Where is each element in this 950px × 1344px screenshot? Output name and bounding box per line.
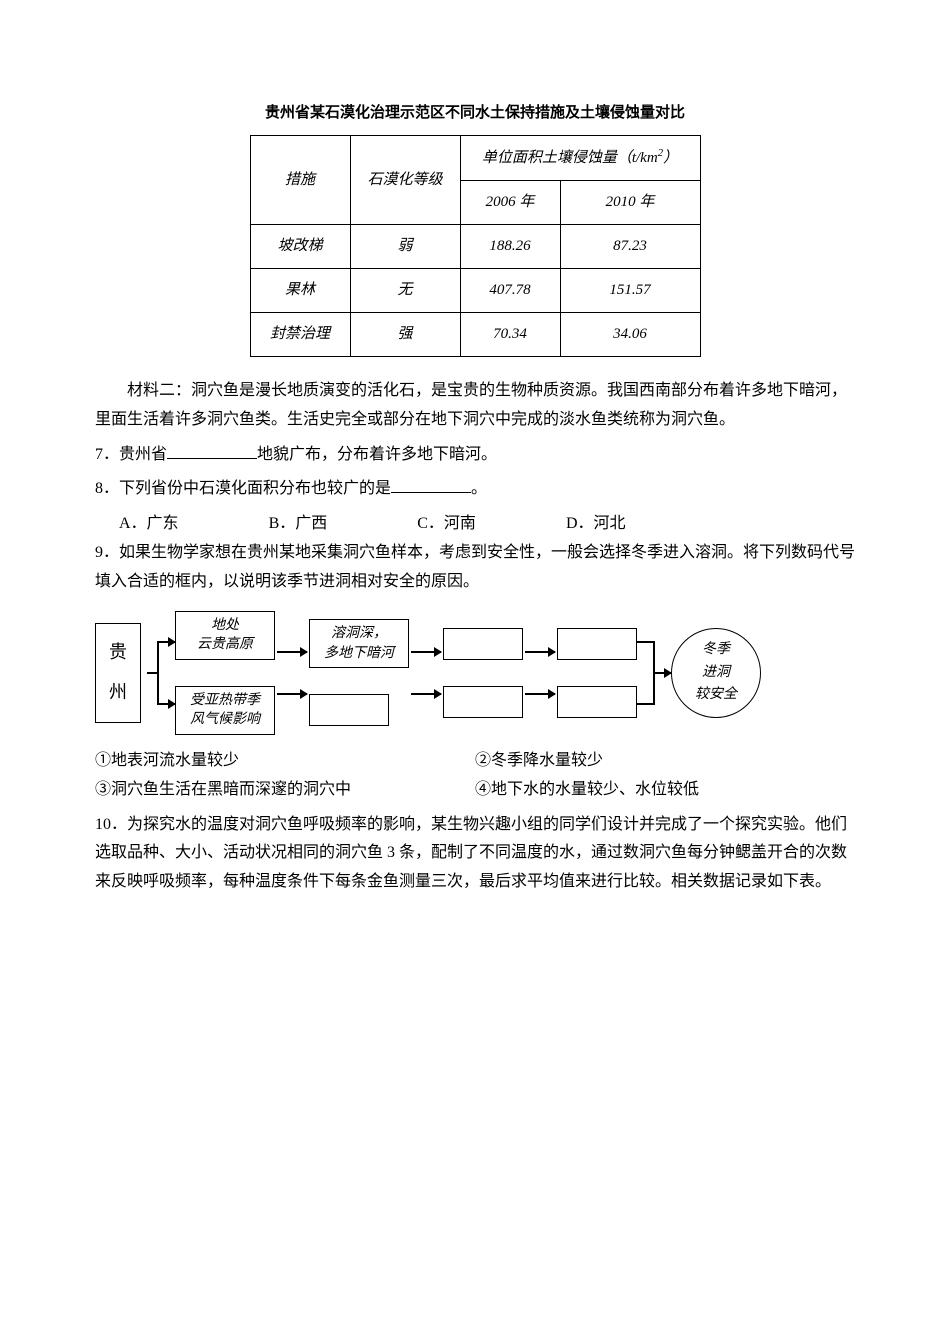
q9-opt-4: ④地下水的水量较少、水位较低	[475, 776, 855, 805]
th-measure: 措施	[250, 136, 350, 225]
guizhou-box: 贵 州	[95, 623, 141, 723]
q7-pre: 7．贵州省	[95, 446, 167, 463]
empty-box-1	[309, 694, 389, 726]
arrow-icon	[277, 693, 307, 695]
cell-y2: 151.57	[560, 269, 700, 313]
material-2: 材料二：洞穴鱼是漫长地质演变的活化石，是宝贵的生物种质资源。我国西南部分布着许多…	[95, 377, 855, 435]
arrow-col-3	[525, 651, 555, 695]
q7-blank	[167, 443, 257, 459]
question-10: 10．为探究水的温度对洞穴鱼呼吸频率的影响，某生物兴趣小组的同学们设计并完成了一…	[95, 811, 855, 897]
question-9: 9．如果生物学家想在贵州某地采集洞穴鱼样本，考虑到安全性，一般会选择冬季进入溶洞…	[95, 539, 855, 597]
cell-measure: 封禁治理	[250, 313, 350, 357]
split-connector-1	[147, 627, 175, 719]
q9-opt-1: ①地表河流水量较少	[95, 747, 475, 776]
q8-pre: 8．下列省份中石漠化面积分布也较广的是	[95, 480, 391, 497]
empty-box-4	[557, 628, 637, 660]
th-unit-close: ）	[663, 150, 678, 166]
q8-option-d: D．河北	[566, 510, 626, 539]
q9-opt-2: ②冬季降水量较少	[475, 747, 855, 776]
q9-answer-options: ①地表河流水量较少 ②冬季降水量较少 ③洞穴鱼生活在黑暗而深邃的洞穴中 ④地下水…	[95, 747, 855, 805]
empty-box-2	[443, 628, 523, 660]
arrow-icon	[411, 693, 441, 695]
erosion-table: 措施 石漠化等级 单位面积土壤侵蚀量（t/km2） 2006 年 2010 年 …	[250, 135, 701, 357]
q8-options: A．广东 B．广西 C．河南 D．河北	[95, 510, 855, 539]
question-8: 8．下列省份中石漠化面积分布也较广的是 。	[95, 475, 855, 504]
table-row: 果林 无 407.78 151.57	[250, 269, 700, 313]
q9-opt-3: ③洞穴鱼生活在黑暗而深邃的洞穴中	[95, 776, 475, 805]
box-caves: 溶洞深，多地下暗河	[309, 619, 409, 668]
col-4	[557, 628, 637, 718]
table-caption: 贵州省某石漠化治理示范区不同水土保持措施及土壤侵蚀量对比	[95, 100, 855, 127]
arrow-icon	[525, 693, 555, 695]
arrow-col-1	[277, 651, 307, 695]
table-row: 坡改梯 弱 188.26 87.23	[250, 225, 700, 269]
col-2: 溶洞深，多地下暗河	[309, 619, 409, 726]
flow-diagram: 贵 州 地处云贵高原 受亚热带季风气候影响 溶洞深，多地下暗河 冬季进洞较安全	[95, 611, 855, 735]
arrow-col-2	[411, 651, 441, 695]
empty-box-3	[443, 686, 523, 718]
cell-y1: 70.34	[460, 313, 560, 357]
question-7: 7．贵州省 地貌广布，分布着许多地下暗河。	[95, 441, 855, 470]
arrow-icon	[525, 651, 555, 653]
col-3	[443, 628, 523, 718]
cell-y2: 87.23	[560, 225, 700, 269]
q8-option-a: A．广东	[119, 510, 179, 539]
q8-blank	[391, 477, 471, 493]
q7-post: 地貌广布，分布着许多地下暗河。	[257, 446, 497, 463]
ellipse-conclusion: 冬季进洞较安全	[671, 628, 761, 718]
cell-level: 强	[350, 313, 460, 357]
th-unit-text: 单位面积土壤侵蚀量（t/km	[482, 150, 658, 166]
merge-connector	[637, 627, 671, 719]
arrow-icon	[411, 651, 441, 653]
guizhou-char-1: 贵	[109, 633, 127, 673]
cell-measure: 坡改梯	[250, 225, 350, 269]
th-year2: 2010 年	[560, 181, 700, 225]
q8-post: 。	[471, 480, 487, 497]
th-unit: 单位面积土壤侵蚀量（t/km2）	[460, 136, 700, 181]
cell-level: 弱	[350, 225, 460, 269]
box-plateau: 地处云贵高原	[175, 611, 275, 660]
cell-y2: 34.06	[560, 313, 700, 357]
table-row: 封禁治理 强 70.34 34.06	[250, 313, 700, 357]
cell-y1: 188.26	[460, 225, 560, 269]
cell-level: 无	[350, 269, 460, 313]
guizhou-char-2: 州	[109, 673, 127, 713]
cell-y1: 407.78	[460, 269, 560, 313]
cell-measure: 果林	[250, 269, 350, 313]
box-monsoon: 受亚热带季风气候影响	[175, 686, 275, 735]
q8-option-c: C．河南	[417, 510, 476, 539]
th-level: 石漠化等级	[350, 136, 460, 225]
empty-box-5	[557, 686, 637, 718]
col-1: 地处云贵高原 受亚热带季风气候影响	[175, 611, 275, 735]
q8-option-b: B．广西	[269, 510, 328, 539]
arrow-icon	[277, 651, 307, 653]
th-year1: 2006 年	[460, 181, 560, 225]
